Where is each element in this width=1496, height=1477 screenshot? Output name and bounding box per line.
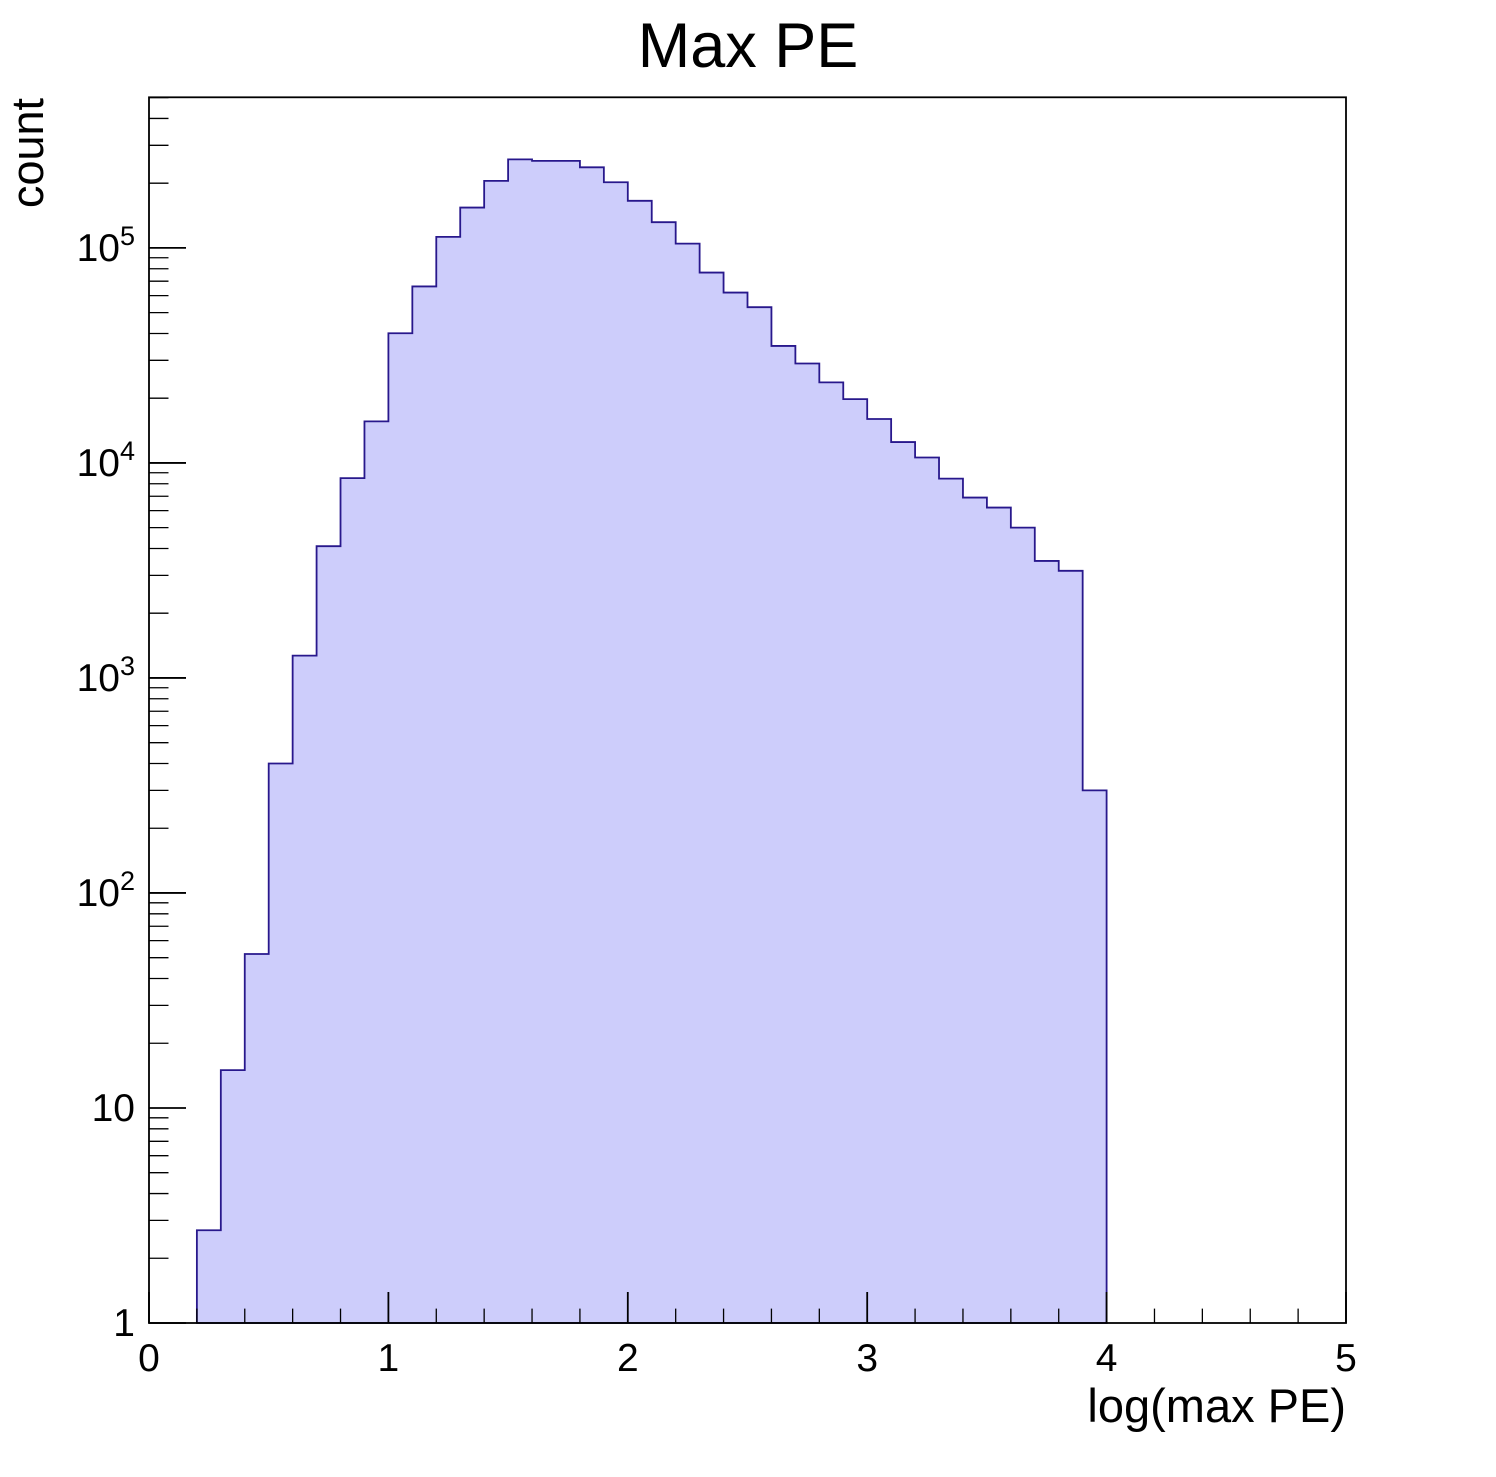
svg-text:log(max PE): log(max PE) (1087, 1379, 1346, 1432)
svg-text:Max PE: Max PE (638, 11, 859, 81)
svg-text:count: count (2, 97, 53, 208)
svg-text:1: 1 (378, 1337, 400, 1380)
svg-text:2: 2 (617, 1337, 639, 1380)
svg-text:3: 3 (856, 1337, 878, 1380)
svg-text:104: 104 (77, 436, 135, 485)
svg-text:4: 4 (1096, 1337, 1118, 1380)
svg-text:105: 105 (77, 221, 135, 270)
svg-text:102: 102 (77, 866, 135, 915)
svg-text:5: 5 (1335, 1337, 1357, 1380)
svg-text:0: 0 (138, 1337, 160, 1380)
svg-text:103: 103 (77, 651, 135, 700)
svg-text:1: 1 (113, 1302, 135, 1345)
svg-text:10: 10 (92, 1087, 135, 1130)
